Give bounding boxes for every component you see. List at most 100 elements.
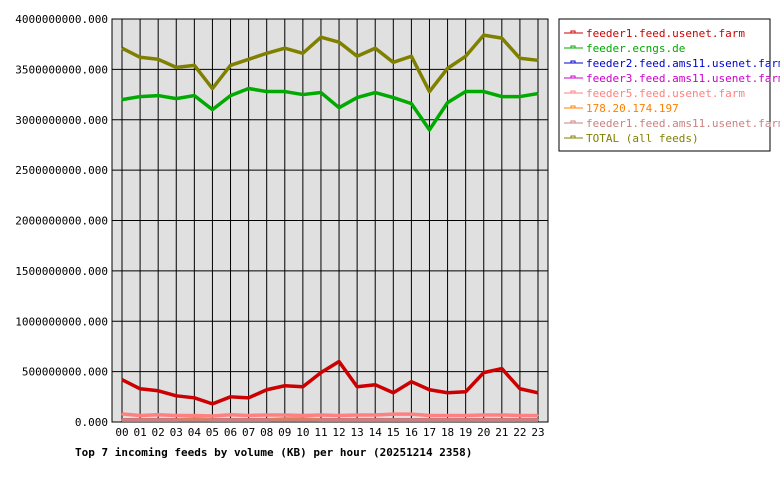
chart-title: Top 7 incoming feeds by volume (KB) per … (75, 446, 472, 459)
data-point (375, 420, 376, 421)
data-point (194, 65, 195, 66)
legend: feeder1.feed.usenet.farmfeeder.ecngs.def… (559, 19, 780, 151)
x-tick-label: 15 (387, 426, 400, 439)
data-point (501, 96, 502, 97)
data-point (194, 95, 195, 96)
data-point (194, 397, 195, 398)
data-point (266, 53, 267, 54)
data-point (429, 415, 430, 416)
data-point (519, 388, 520, 389)
data-point (375, 48, 376, 49)
x-tick-label: 12 (332, 426, 345, 439)
y-tick-label: 1500000000.000 (15, 265, 108, 278)
data-point (393, 62, 394, 63)
data-point (447, 415, 448, 416)
x-tick-label: 07 (242, 426, 255, 439)
data-point (538, 415, 539, 416)
data-point (212, 420, 213, 421)
data-point (284, 48, 285, 49)
data-point (194, 415, 195, 416)
data-point (158, 390, 159, 391)
data-point (411, 414, 412, 415)
data-point (284, 91, 285, 92)
x-tick-label: 14 (369, 426, 383, 439)
x-tick-label: 01 (133, 426, 146, 439)
data-point (284, 414, 285, 415)
data-point (158, 414, 159, 415)
data-point (176, 420, 177, 421)
data-point (483, 414, 484, 415)
x-tick-label: 19 (459, 426, 472, 439)
legend-label: 178.20.174.197 (586, 102, 679, 115)
data-point (411, 420, 412, 421)
data-point (248, 88, 249, 89)
data-point (519, 415, 520, 416)
data-point (248, 397, 249, 398)
data-point (176, 67, 177, 68)
legend-label: feeder2.feed.ams11.usenet.farm (586, 57, 780, 70)
data-point (501, 38, 502, 39)
data-point (339, 420, 340, 421)
y-axis: 0.000500000000.0001000000000.00015000000… (15, 13, 108, 429)
data-point (447, 68, 448, 69)
data-point (357, 420, 358, 421)
data-point (393, 414, 394, 415)
data-point (339, 415, 340, 416)
y-tick-label: 0.000 (75, 416, 108, 429)
data-point (483, 420, 484, 421)
data-point (411, 56, 412, 57)
y-tick-label: 2000000000.000 (15, 215, 108, 228)
data-point (501, 420, 502, 421)
data-point (538, 60, 539, 61)
data-point (357, 97, 358, 98)
data-point (538, 392, 539, 393)
data-point (302, 415, 303, 416)
data-point (194, 420, 195, 421)
data-point (284, 420, 285, 421)
data-point (122, 99, 123, 100)
data-point (483, 91, 484, 92)
y-tick-label: 3000000000.000 (15, 114, 108, 127)
data-point (320, 92, 321, 93)
data-point (284, 385, 285, 386)
x-tick-label: 23 (531, 426, 544, 439)
data-point (212, 109, 213, 110)
data-point (357, 386, 358, 387)
data-point (447, 420, 448, 421)
y-tick-label: 3500000000.000 (15, 63, 108, 76)
legend-label: feeder5.feed.usenet.farm (586, 87, 745, 100)
data-point (375, 384, 376, 385)
data-point (320, 414, 321, 415)
data-point (158, 59, 159, 60)
y-tick-label: 500000000.000 (22, 366, 108, 379)
y-tick-label: 2500000000.000 (15, 164, 108, 177)
data-point (302, 53, 303, 54)
data-point (465, 56, 466, 57)
x-tick-label: 00 (115, 426, 128, 439)
data-point (501, 368, 502, 369)
data-point (465, 391, 466, 392)
data-point (302, 94, 303, 95)
data-point (266, 91, 267, 92)
data-point (357, 414, 358, 415)
data-point (320, 372, 321, 373)
data-point (538, 420, 539, 421)
data-point (140, 57, 141, 58)
data-point (230, 65, 231, 66)
x-tick-label: 11 (314, 426, 327, 439)
data-point (483, 35, 484, 36)
data-point (519, 58, 520, 59)
legend-label: TOTAL (all feeds) (586, 132, 699, 145)
data-point (393, 97, 394, 98)
data-point (266, 420, 267, 421)
data-point (429, 389, 430, 390)
data-point (122, 420, 123, 421)
x-tick-label: 13 (351, 426, 364, 439)
data-point (176, 98, 177, 99)
data-point (393, 392, 394, 393)
data-point (483, 372, 484, 373)
x-tick-label: 03 (170, 426, 183, 439)
data-point (140, 420, 141, 421)
